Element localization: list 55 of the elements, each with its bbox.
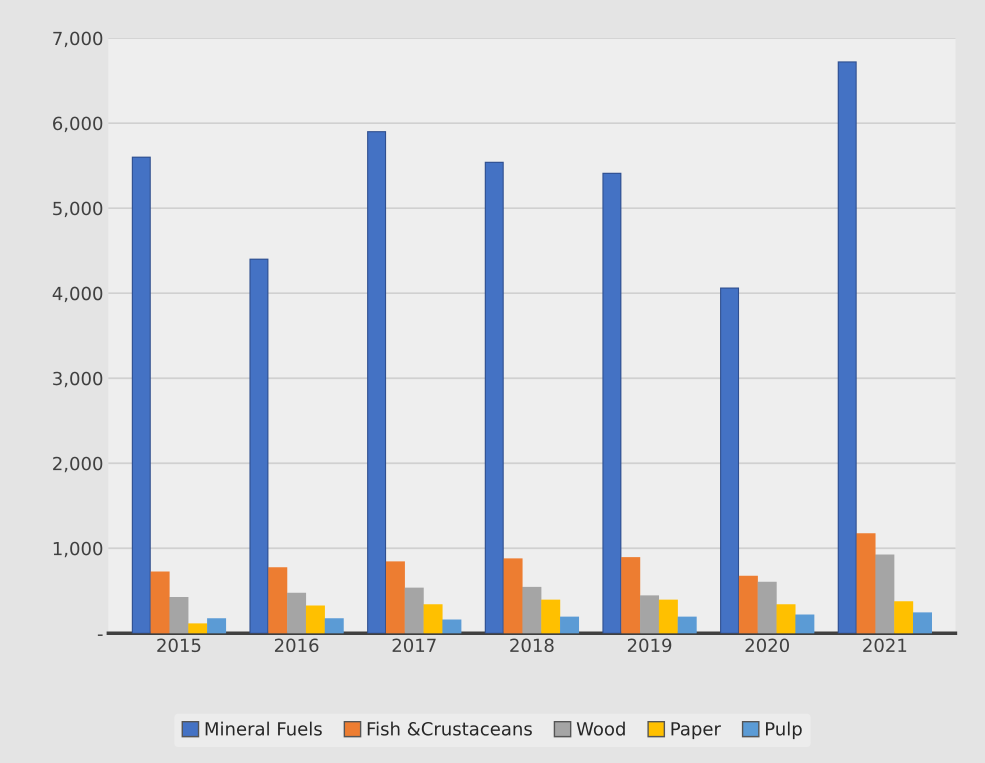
bar [484,162,504,634]
y-tick-label: - [98,634,103,636]
bar [249,258,268,634]
y-tick-label: 4,000 [52,286,102,302]
bar [602,172,622,634]
bar [188,623,208,634]
bar [856,533,876,634]
bar [875,554,894,634]
bar [404,588,424,634]
x-tick-label: 2020 [746,638,789,652]
bar [560,616,580,634]
legend-label: Paper [672,722,721,740]
bar [738,576,758,634]
bar [658,600,678,634]
legend-label: Fish &Crustaceans [368,722,532,736]
y-tick-label: 7,000 [53,32,102,48]
bar [776,604,796,634]
bar [306,606,325,634]
y-tick-label: 6,000 [53,116,102,132]
bar [640,595,660,634]
x-tick-label: 2015 [157,638,200,652]
x-tick-label: 2016 [274,638,318,652]
bar [913,612,932,634]
bar [169,597,188,634]
x-tick-label: 2021 [863,638,906,652]
bar [720,288,740,634]
bar [442,620,462,634]
bar [207,618,226,634]
bar [678,616,697,634]
y-tick-label: 5,000 [53,202,102,218]
bar [424,604,443,634]
y-tick-label: 1,000 [54,542,102,558]
x-tick-label: 2019 [628,638,672,652]
bar [621,557,640,634]
legend-label: Mineral Fuels [206,722,322,736]
bar [367,131,386,634]
bar [522,586,542,634]
bar [150,572,170,634]
bar [386,561,405,634]
bar [287,592,306,634]
x-tick-label: 2017 [392,638,436,652]
bar [541,600,560,634]
bar [894,601,914,634]
bar [504,558,523,634]
bar [838,61,857,634]
y-tick-label: 3,000 [53,372,102,388]
legend-label: Pulp [766,722,802,740]
bar [132,156,151,634]
bar [324,618,344,634]
y-tick-label: 2,000 [53,456,102,472]
x-tick-label: 2018 [510,638,554,652]
legend-label: Wood [576,722,625,736]
bar [758,582,777,634]
bar [795,614,814,634]
bar [268,567,288,634]
